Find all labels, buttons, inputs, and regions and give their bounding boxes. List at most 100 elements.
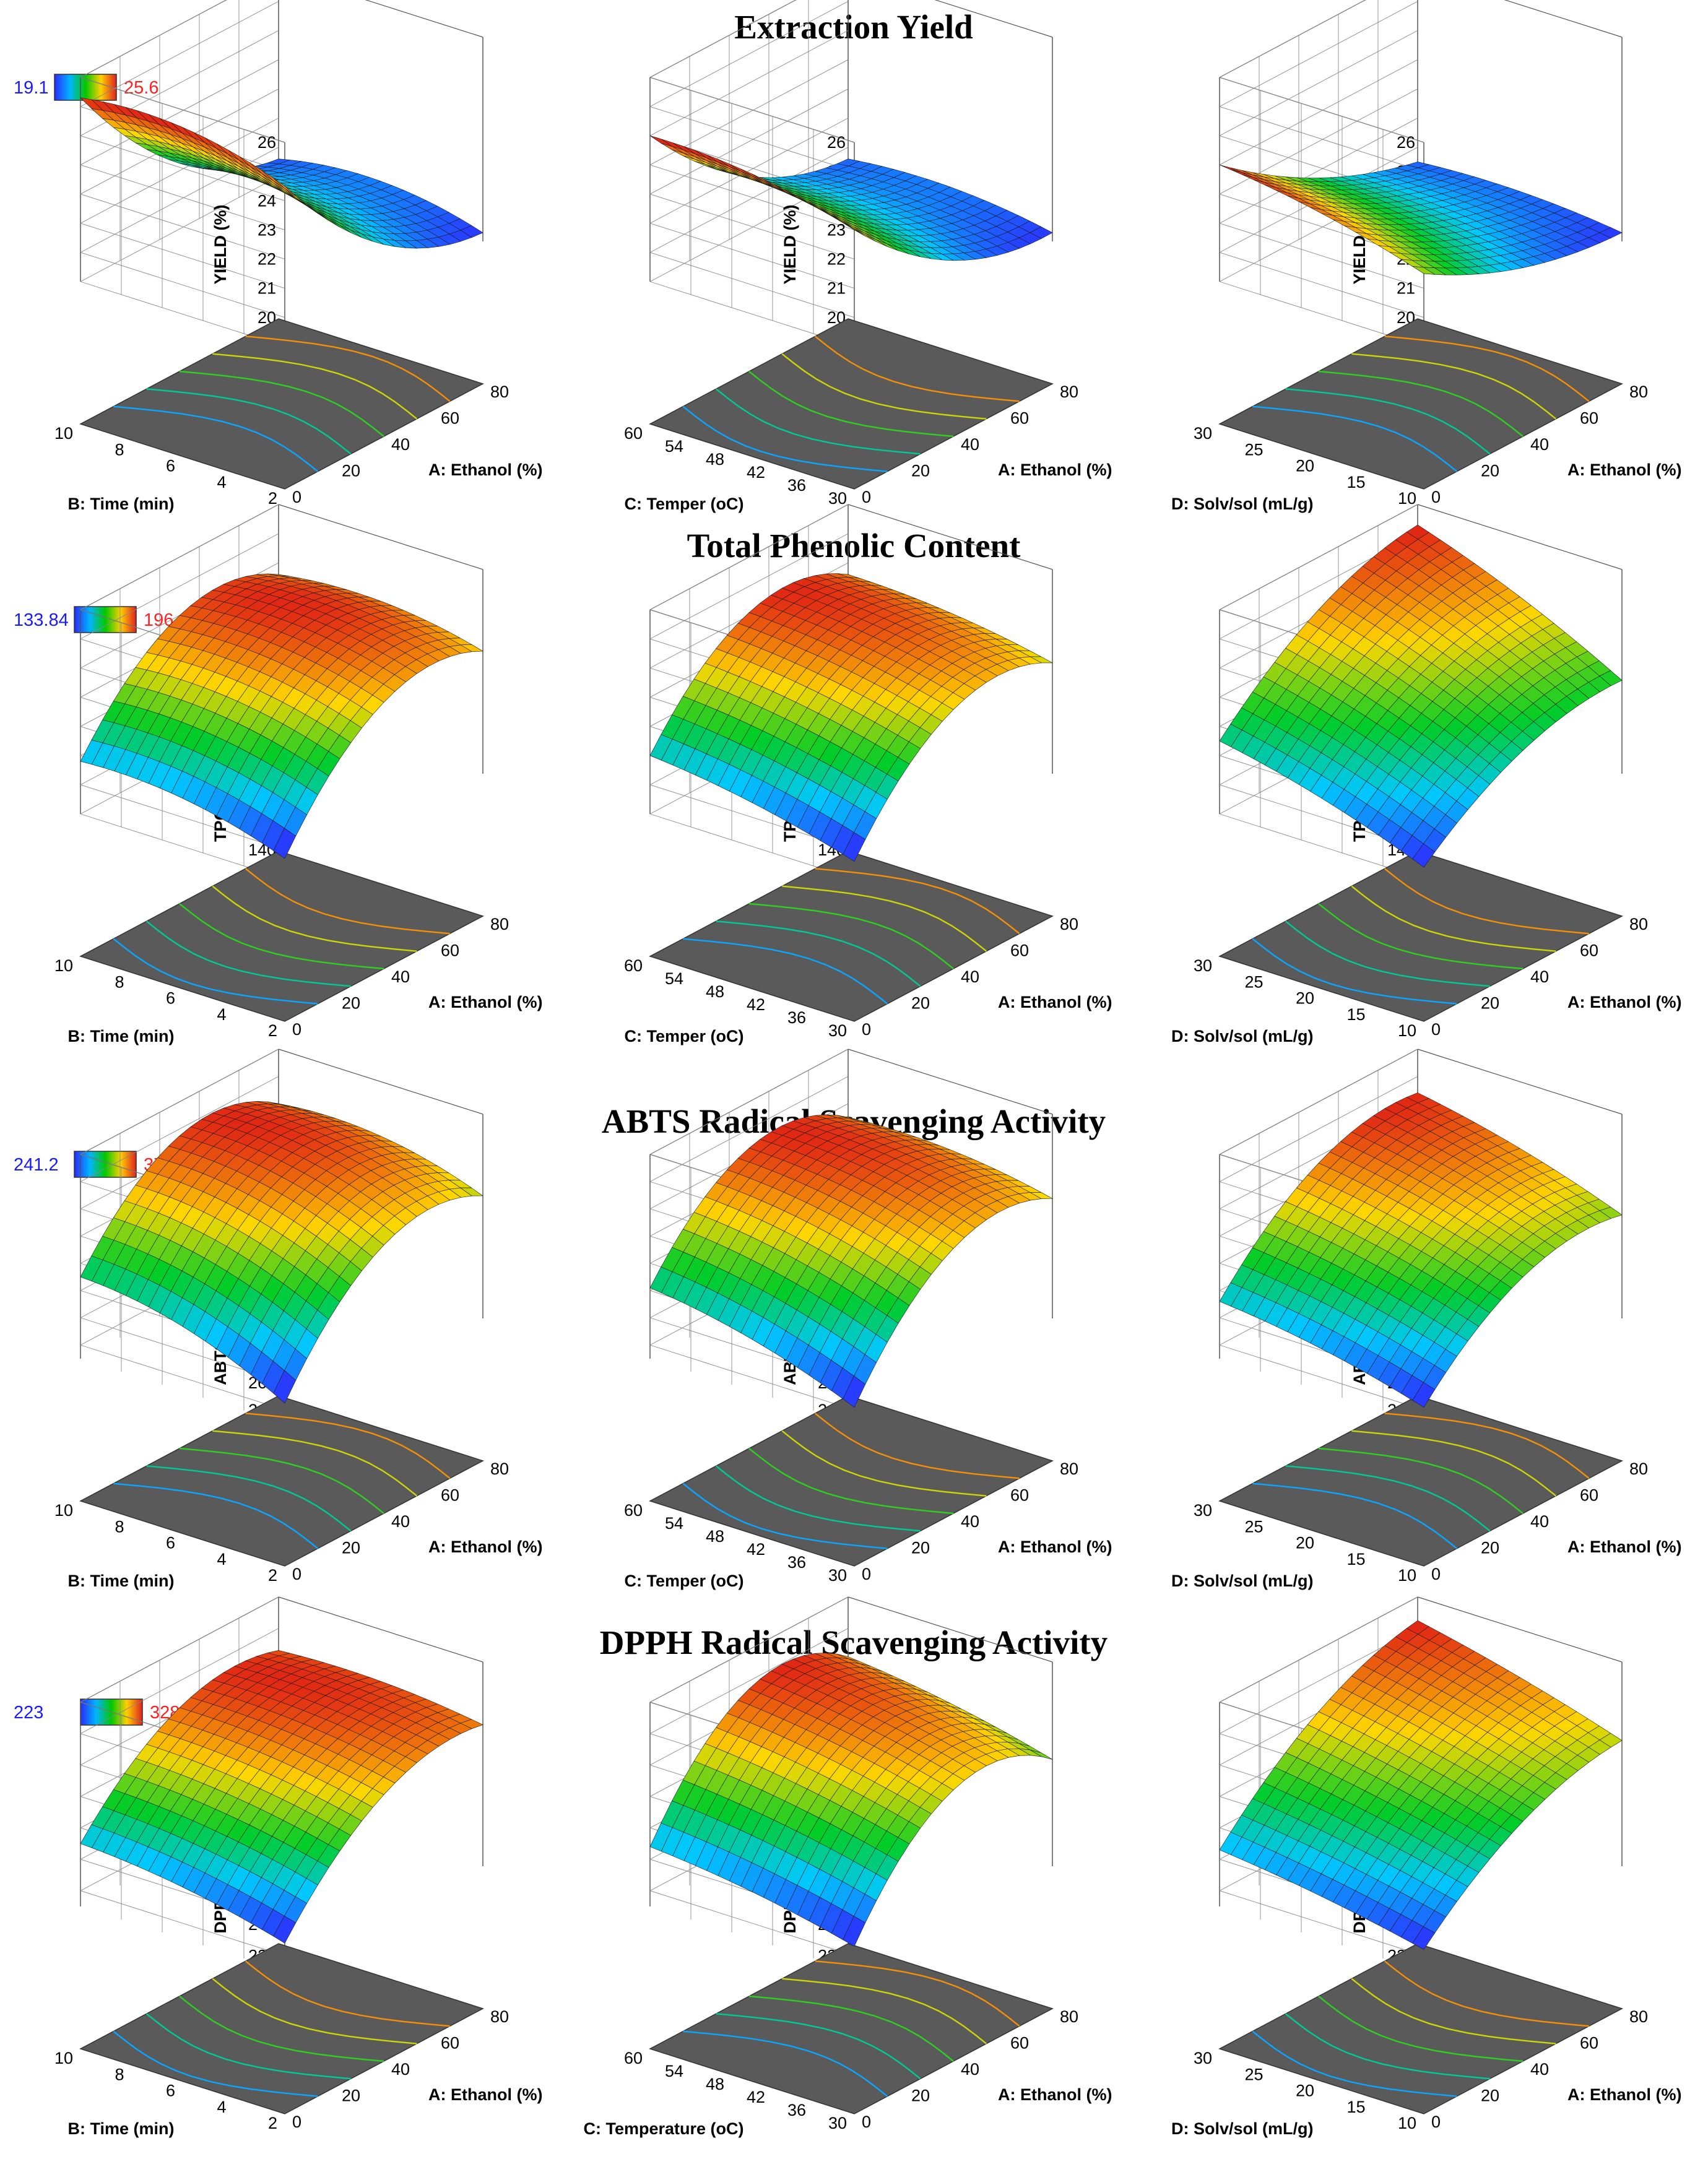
response-surface [649,573,1053,862]
y-tick-label: 10 [1398,1021,1416,1040]
y-tick-label: 60 [624,956,643,975]
y-tick-label: 4 [217,1550,226,1568]
z-tick-label: 21 [827,279,846,298]
surface-plot: 220240260280300320340DPPH (mg TE/g)02040… [1171,1596,1681,2138]
surface-plot: 130140150160170180190200TPC (mg GAE/g)02… [624,504,1112,1045]
x-tick-label: 80 [1060,915,1078,933]
section-title: Total Phenolic Content [687,527,1021,565]
y-tick-label: 42 [747,2088,765,2106]
floor-contour [1252,405,1458,472]
grid-line [649,1,849,107]
x-tick-label: 60 [1010,2034,1029,2053]
grid-line [80,194,285,260]
grid-line [80,59,279,165]
x-tick-label: 0 [292,488,301,506]
floor-contour [748,1448,954,1515]
surface-plot: 240260280300320340360380ABTS (mg TE/g)02… [1171,1049,1681,1590]
floor-contour [146,388,352,455]
x-tick-label: 0 [1431,1565,1441,1583]
x-tick-label: 20 [342,1539,360,1557]
x-tick-label: 40 [961,2060,979,2079]
y-tick-label: 25 [1244,2065,1263,2083]
x-tick-label: 0 [862,1565,871,1583]
x-tick-label: 40 [961,1512,979,1531]
z-tick-label: 26 [827,133,846,152]
x-tick-label: 20 [342,2087,360,2105]
y-tick-label: 2 [268,2114,277,2132]
grid-line [649,1049,849,1155]
floor-contour [1351,885,1556,952]
y-tick-label: 20 [1296,457,1314,475]
floor-contour [145,2013,351,2080]
y-tick-label: 10 [54,424,73,443]
y-tick-label: 60 [624,2049,643,2067]
response-surface [1219,524,1623,868]
section-title: DPPH Radical Scavenging Activity [600,1624,1108,1661]
response-surface [80,1101,483,1404]
y-tick-label: 4 [217,473,226,491]
y-tick-label: 30 [828,1566,847,1585]
y-tick-label: 25 [1244,1517,1263,1536]
y-tick-label: 15 [1346,473,1365,491]
x-tick-label: 0 [862,1020,871,1039]
z-tick-label: 22 [258,250,276,269]
y-axis-title: C: Temper (oC) [625,1572,744,1590]
y-tick-label: 42 [747,463,765,482]
grid-line [80,118,279,224]
grid-line [1219,118,1418,224]
grid-line [80,533,279,639]
y-axis-title: C: Temper (oC) [625,1027,744,1045]
grid-line [649,0,797,78]
floor-contour [212,353,418,420]
grid-line [649,533,849,639]
floor-contour [1285,1465,1491,1532]
y-tick-label: 30 [828,2114,847,2132]
floor-contour [1285,920,1490,987]
x-axis-title: A: Ethanol (%) [1567,461,1681,479]
y-tick-label: 10 [54,1501,73,1520]
y-tick-label: 8 [115,2065,124,2083]
floor-contour [815,868,1020,935]
y-tick-label: 30 [828,489,847,508]
y-tick-label: 6 [166,1534,175,1552]
x-tick-label: 20 [1481,2087,1499,2105]
y-tick-label: 15 [1346,2098,1365,2116]
x-axis-title: A: Ethanol (%) [998,993,1112,1011]
legend-color-bar [54,74,117,101]
legend-min-label: 133.84 [14,610,69,630]
floor-contour [1318,1447,1524,1514]
floor-contour [782,1978,987,2044]
x-tick-label: 80 [1629,915,1648,933]
x-tick-label: 80 [490,1460,509,1478]
y-tick-label: 48 [706,1527,724,1546]
y-tick-label: 60 [624,1501,643,1520]
surface-plot: 240260280300320340360380ABTS (mg TE/g)02… [624,1049,1112,1590]
y-tick-label: 36 [787,1553,806,1572]
x-axis-title: A: Ethanol (%) [428,1538,542,1556]
floor-contour [1384,1960,1589,2027]
floor-contour [245,1960,450,2027]
response-surface [80,1650,483,1944]
surface-patch [843,1916,866,1947]
floor-contour [715,388,921,455]
floor-contour [683,938,888,1005]
grid-line [1219,223,1424,289]
x-tick-label: 40 [391,435,410,454]
grid-line [1219,1049,1418,1155]
legend-max-label: 25.6 [124,78,158,98]
grid-line [649,147,849,253]
color-legend: 19.1 25.6 [14,74,158,101]
x-tick-label: 60 [1010,409,1029,428]
grid-line [278,1596,483,1663]
contour-floor [1218,318,1623,490]
floor-contour [212,1978,417,2044]
z-axis-title: YIELD (%) [211,204,230,284]
floor-contour [179,1447,384,1514]
floor-contour [245,335,451,402]
floor-contour [682,1482,888,1549]
y-tick-label: 6 [166,2082,175,2100]
y-tick-label: 8 [115,1517,124,1536]
x-axis-title: A: Ethanol (%) [998,2085,1112,2104]
x-axis-title: A: Ethanol (%) [1567,993,1681,1011]
